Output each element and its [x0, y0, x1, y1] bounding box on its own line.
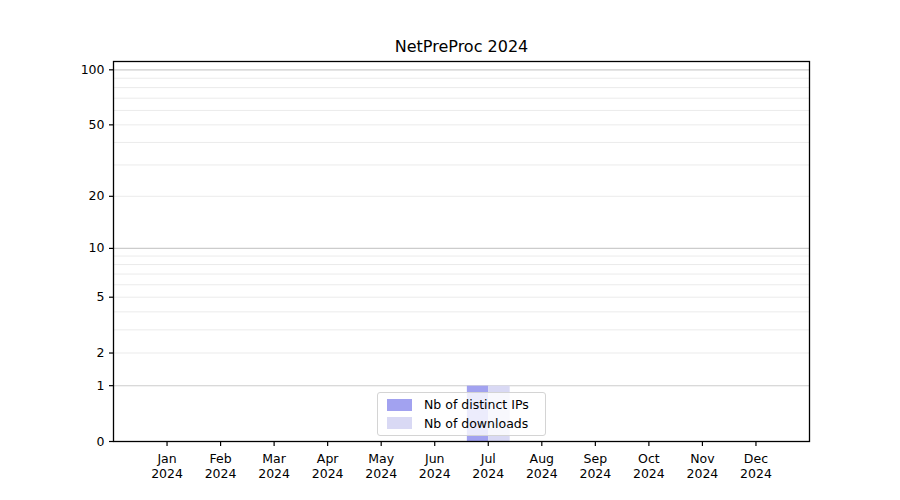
y-tick-label: 2 — [45, 346, 105, 360]
y-tick-label: 0 — [45, 435, 105, 449]
y-tick-label: 100 — [45, 63, 105, 77]
legend-item-downloads: Nb of downloads — [387, 416, 537, 432]
y-tick-label: 5 — [45, 290, 105, 304]
legend-swatch-distinct-ips — [387, 399, 412, 411]
legend: Nb of distinct IPs Nb of downloads — [377, 392, 546, 436]
y-tick-label: 1 — [45, 379, 105, 393]
y-tick-label: 20 — [45, 189, 105, 203]
legend-label-distinct-ips: Nb of distinct IPs — [424, 397, 529, 412]
y-tick-label: 50 — [45, 118, 105, 132]
legend-label-downloads: Nb of downloads — [424, 416, 528, 431]
y-tick-label: 10 — [45, 241, 105, 255]
plot-border — [114, 62, 810, 442]
legend-item-distinct-ips: Nb of distinct IPs — [387, 397, 537, 413]
legend-swatch-downloads — [387, 417, 412, 429]
x-tick-label: Dec 2024 — [724, 451, 788, 482]
chart-canvas: NetPreProc 2024 0125102050100Jan 2024Feb… — [0, 0, 900, 500]
